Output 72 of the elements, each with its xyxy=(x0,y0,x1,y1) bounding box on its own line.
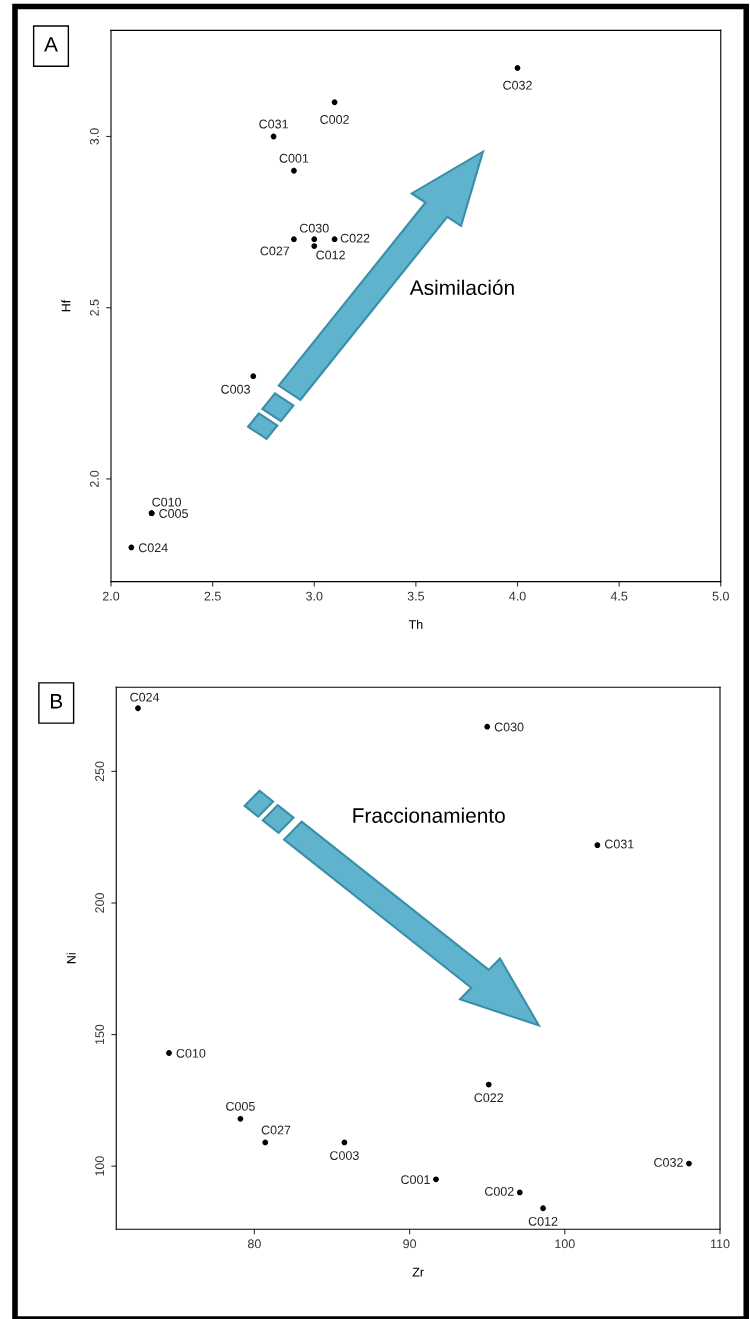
annotation: C027 xyxy=(260,246,290,256)
x-axis-title: Zr xyxy=(412,1267,424,1277)
point xyxy=(594,842,601,848)
annotation: C002 xyxy=(320,115,349,124)
annotation: C032 xyxy=(503,80,532,90)
point xyxy=(262,1139,269,1146)
point xyxy=(250,373,257,380)
point xyxy=(128,544,135,551)
x-tick-label: 2.5 xyxy=(204,591,221,601)
text: B xyxy=(51,694,63,709)
y-tick-label: 100 xyxy=(95,1156,105,1176)
text: A xyxy=(44,37,58,52)
y-tick-label: 250 xyxy=(95,761,105,782)
y-tick-label: 200 xyxy=(95,893,105,913)
x-tick-label: 4.5 xyxy=(610,591,628,601)
annotation: C024 xyxy=(138,543,168,553)
x-axis-title: Th xyxy=(408,619,423,629)
annotation: C010 xyxy=(152,497,182,507)
x-tick-label: 100 xyxy=(555,1239,575,1249)
x-tick-label: 3.0 xyxy=(306,591,323,601)
point xyxy=(331,99,338,106)
annotation: C031 xyxy=(604,839,634,849)
point xyxy=(341,1139,348,1146)
annotation: C003 xyxy=(330,1151,359,1160)
annotation: C010 xyxy=(176,1048,206,1058)
y-tick-label: 2.0 xyxy=(89,470,99,487)
x-tick-label: 5.0 xyxy=(712,591,729,601)
y-tick-label: 3.0 xyxy=(89,128,99,145)
y-axis-title: Ni xyxy=(66,953,76,964)
point xyxy=(311,236,318,243)
x-tick-label: 4.0 xyxy=(509,591,526,601)
point xyxy=(135,705,141,712)
point xyxy=(291,167,297,174)
point xyxy=(540,1205,546,1212)
annotation: Asimilación xyxy=(409,279,514,296)
point xyxy=(311,243,318,249)
x-tick-label: 3.5 xyxy=(407,591,425,601)
annotation: C002 xyxy=(484,1186,514,1196)
point xyxy=(291,236,297,243)
point xyxy=(433,1176,439,1183)
annotation: Fraccionamiento xyxy=(353,807,505,823)
annotation: C027 xyxy=(261,1125,291,1135)
x-tick-label: 2.0 xyxy=(102,591,120,601)
annotation: C031 xyxy=(259,119,288,129)
y-tick-label: 2.5 xyxy=(89,299,99,316)
point xyxy=(686,1160,692,1167)
annotation: C022 xyxy=(340,233,370,243)
annotation: C022 xyxy=(474,1093,504,1103)
point xyxy=(331,236,338,243)
point xyxy=(270,133,277,140)
annotation: C012 xyxy=(316,250,345,260)
point xyxy=(484,723,491,730)
annotation: C030 xyxy=(299,223,329,233)
point xyxy=(485,1081,492,1088)
annotation: C030 xyxy=(494,722,524,732)
annotation: C024 xyxy=(130,692,160,702)
annotation: C012 xyxy=(528,1216,558,1226)
point xyxy=(237,1115,244,1122)
y-axis-title: Hf xyxy=(61,299,71,312)
x-tick-label: 110 xyxy=(710,1239,730,1249)
x-tick-label: 90 xyxy=(403,1239,417,1249)
x-tick-label: 80 xyxy=(247,1239,261,1249)
point xyxy=(166,1050,172,1056)
point xyxy=(516,1189,523,1196)
annotation: C032 xyxy=(654,1158,683,1167)
point xyxy=(514,65,521,71)
y-tick-label: 150 xyxy=(95,1024,105,1045)
annotation: C005 xyxy=(226,1101,255,1111)
annotation: C005 xyxy=(159,509,188,518)
annotation: C001 xyxy=(401,1175,430,1185)
annotation: C003 xyxy=(221,384,250,394)
annotation: C001 xyxy=(279,153,309,163)
